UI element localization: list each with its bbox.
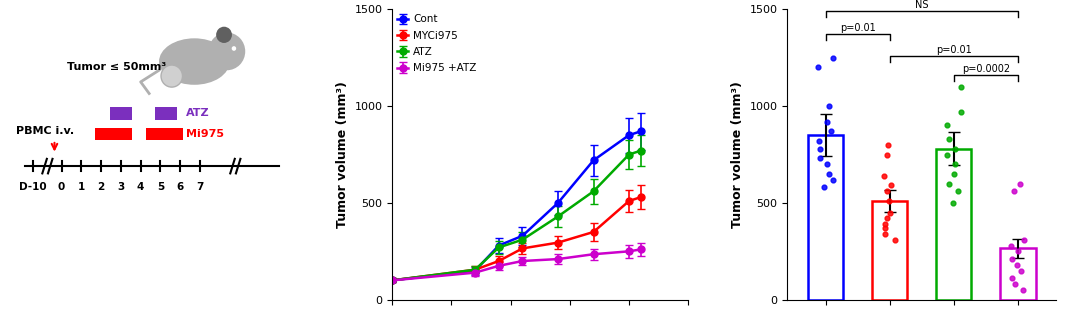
Text: 2: 2 bbox=[97, 182, 105, 192]
Point bbox=[824, 177, 841, 182]
Point bbox=[823, 129, 840, 134]
Point bbox=[952, 109, 969, 114]
Point bbox=[877, 231, 894, 236]
Ellipse shape bbox=[159, 38, 229, 85]
Text: 1: 1 bbox=[78, 182, 85, 192]
Text: Tumor ≤ 50mm³: Tumor ≤ 50mm³ bbox=[67, 62, 166, 72]
Circle shape bbox=[217, 27, 232, 43]
Text: NS: NS bbox=[915, 0, 928, 10]
Point bbox=[1014, 288, 1031, 293]
Point bbox=[946, 162, 964, 167]
Legend: Cont, MYCi975, ATZ, Mi975 +ATZ: Cont, MYCi975, ATZ, Mi975 +ATZ bbox=[397, 15, 476, 73]
Point bbox=[1009, 249, 1026, 254]
Text: p=0.01: p=0.01 bbox=[840, 23, 876, 33]
FancyBboxPatch shape bbox=[95, 128, 132, 140]
Point bbox=[941, 181, 958, 186]
Point bbox=[945, 171, 962, 176]
Point bbox=[950, 189, 967, 194]
FancyBboxPatch shape bbox=[110, 108, 132, 120]
Text: 0: 0 bbox=[58, 182, 65, 192]
Point bbox=[1004, 256, 1021, 261]
Point bbox=[1003, 276, 1020, 281]
Bar bbox=[1000, 248, 1035, 300]
Point bbox=[887, 237, 904, 242]
Circle shape bbox=[161, 65, 182, 87]
Point bbox=[876, 222, 893, 227]
Point bbox=[818, 119, 835, 124]
Text: 3: 3 bbox=[117, 182, 125, 192]
Point bbox=[810, 138, 827, 143]
Y-axis label: Tumor volume (mm³): Tumor volume (mm³) bbox=[731, 81, 744, 228]
Point bbox=[882, 183, 899, 188]
Y-axis label: Tumor volume (mm³): Tumor volume (mm³) bbox=[336, 81, 349, 228]
Point bbox=[810, 65, 827, 70]
Circle shape bbox=[208, 32, 245, 70]
Point bbox=[1006, 282, 1023, 287]
Point bbox=[880, 198, 897, 203]
Point bbox=[953, 84, 970, 89]
Point bbox=[879, 142, 896, 147]
Text: ATZ: ATZ bbox=[186, 108, 209, 118]
Text: p=0.01: p=0.01 bbox=[936, 45, 972, 55]
Text: 7: 7 bbox=[196, 182, 204, 192]
Point bbox=[940, 137, 957, 142]
Point bbox=[1012, 181, 1029, 186]
Text: 5: 5 bbox=[157, 182, 164, 192]
Point bbox=[812, 156, 829, 161]
Point bbox=[878, 216, 895, 221]
Point bbox=[821, 171, 838, 176]
Point bbox=[876, 173, 893, 178]
Point bbox=[881, 210, 898, 215]
Point bbox=[938, 152, 955, 157]
Point bbox=[1002, 243, 1019, 248]
Point bbox=[821, 104, 838, 108]
Bar bbox=[808, 135, 843, 300]
Point bbox=[825, 55, 842, 60]
Point bbox=[1005, 189, 1022, 194]
Text: p=0.0002: p=0.0002 bbox=[961, 64, 1009, 74]
Point bbox=[878, 189, 895, 194]
Bar bbox=[872, 201, 907, 300]
Text: Mi975: Mi975 bbox=[186, 129, 224, 139]
Bar bbox=[936, 149, 971, 300]
Point bbox=[946, 146, 964, 151]
Point bbox=[876, 226, 893, 231]
Point bbox=[812, 146, 829, 151]
Text: D-10: D-10 bbox=[19, 182, 47, 192]
Point bbox=[1008, 262, 1025, 267]
Point bbox=[939, 123, 956, 128]
Point bbox=[1016, 237, 1033, 242]
Point bbox=[944, 201, 961, 205]
Circle shape bbox=[232, 46, 236, 51]
FancyBboxPatch shape bbox=[155, 108, 177, 120]
Point bbox=[815, 185, 832, 190]
Point bbox=[818, 162, 835, 167]
Text: 6: 6 bbox=[177, 182, 184, 192]
Point bbox=[878, 152, 895, 157]
Text: PBMC i.v.: PBMC i.v. bbox=[16, 126, 75, 136]
Point bbox=[1013, 268, 1030, 273]
Text: 4: 4 bbox=[137, 182, 144, 192]
FancyBboxPatch shape bbox=[146, 128, 184, 140]
